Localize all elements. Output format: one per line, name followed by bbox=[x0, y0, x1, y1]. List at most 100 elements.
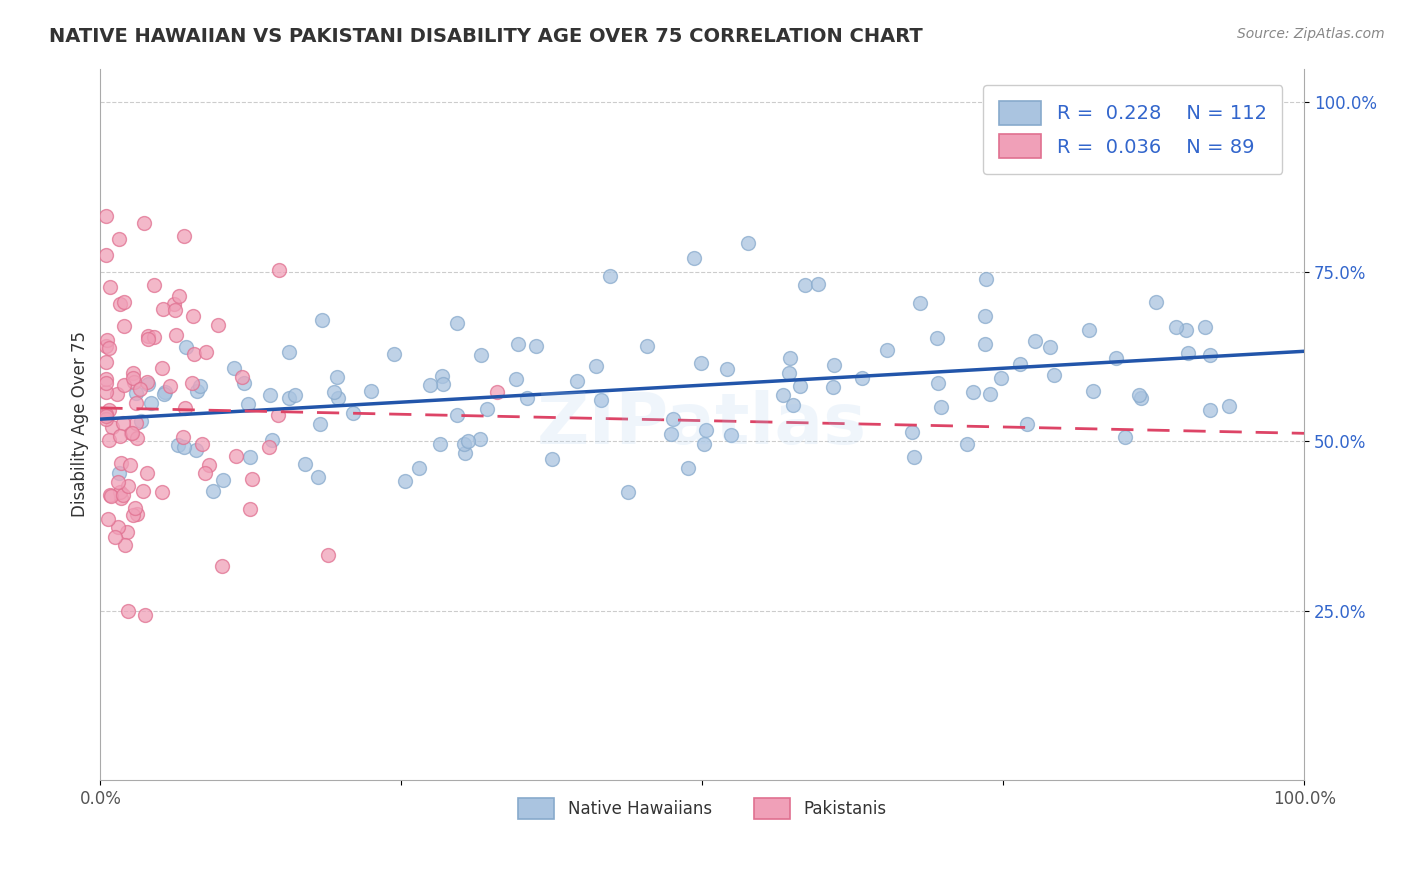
Point bbox=[326, 369, 349, 384]
Point bbox=[167, 289, 190, 303]
Point bbox=[690, 356, 713, 370]
Point bbox=[807, 277, 830, 291]
Point bbox=[152, 301, 174, 316]
Point bbox=[181, 376, 204, 391]
Point bbox=[193, 466, 215, 480]
Point bbox=[159, 379, 181, 393]
Point bbox=[107, 519, 129, 533]
Point bbox=[284, 388, 307, 402]
Point bbox=[1114, 430, 1136, 444]
Point bbox=[107, 475, 129, 489]
Point bbox=[124, 500, 146, 515]
Point bbox=[183, 347, 205, 361]
Point bbox=[239, 501, 262, 516]
Point bbox=[167, 437, 190, 451]
Point bbox=[1039, 341, 1062, 355]
Point bbox=[150, 485, 173, 500]
Point bbox=[446, 408, 468, 422]
Point bbox=[309, 417, 332, 432]
Point bbox=[96, 372, 118, 386]
Point bbox=[122, 371, 145, 385]
Point bbox=[107, 232, 129, 246]
Point bbox=[821, 380, 844, 394]
Point bbox=[96, 512, 118, 526]
Point bbox=[141, 396, 163, 410]
Point bbox=[259, 388, 281, 402]
Point bbox=[1024, 334, 1046, 348]
Point bbox=[96, 376, 118, 390]
Point bbox=[201, 484, 224, 499]
Point bbox=[98, 402, 121, 417]
Point bbox=[453, 437, 475, 451]
Point bbox=[122, 508, 145, 522]
Point bbox=[1130, 391, 1153, 405]
Point bbox=[117, 478, 139, 492]
Point bbox=[1017, 417, 1039, 431]
Point bbox=[188, 379, 211, 393]
Point bbox=[97, 341, 120, 355]
Point bbox=[150, 360, 173, 375]
Point bbox=[212, 473, 235, 487]
Point bbox=[903, 450, 925, 465]
Point bbox=[278, 391, 301, 405]
Point bbox=[136, 332, 159, 346]
Point bbox=[277, 345, 299, 359]
Point bbox=[636, 339, 658, 353]
Point bbox=[117, 604, 139, 618]
Point bbox=[163, 303, 186, 318]
Point bbox=[111, 416, 134, 430]
Point bbox=[1199, 348, 1222, 362]
Point bbox=[186, 384, 208, 399]
Point bbox=[173, 229, 195, 244]
Point bbox=[617, 485, 640, 500]
Point bbox=[457, 434, 479, 449]
Point bbox=[236, 397, 259, 411]
Point bbox=[524, 339, 547, 353]
Point bbox=[1198, 403, 1220, 417]
Point bbox=[173, 440, 195, 454]
Point bbox=[240, 472, 263, 486]
Point bbox=[506, 337, 529, 351]
Point bbox=[194, 345, 217, 359]
Point bbox=[152, 387, 174, 401]
Point bbox=[129, 414, 152, 428]
Point bbox=[104, 530, 127, 544]
Point bbox=[779, 351, 801, 365]
Point bbox=[1105, 351, 1128, 365]
Point bbox=[1010, 357, 1032, 371]
Point bbox=[134, 607, 156, 622]
Point bbox=[1078, 323, 1101, 337]
Point bbox=[98, 279, 121, 293]
Point bbox=[269, 262, 291, 277]
Point bbox=[122, 366, 145, 380]
Point bbox=[342, 406, 364, 420]
Point bbox=[695, 423, 717, 437]
Point bbox=[1144, 295, 1167, 310]
Point bbox=[307, 470, 329, 484]
Point bbox=[323, 384, 346, 399]
Point bbox=[720, 428, 742, 442]
Point bbox=[927, 376, 949, 391]
Point bbox=[782, 398, 804, 412]
Point bbox=[394, 474, 416, 488]
Point bbox=[224, 360, 246, 375]
Point bbox=[962, 384, 984, 399]
Point bbox=[1128, 388, 1150, 402]
Point bbox=[186, 443, 208, 458]
Point bbox=[173, 401, 195, 415]
Point bbox=[599, 268, 621, 283]
Point bbox=[430, 369, 453, 384]
Point bbox=[328, 392, 350, 406]
Point bbox=[172, 430, 194, 444]
Point bbox=[1043, 368, 1066, 382]
Point bbox=[793, 277, 815, 292]
Point bbox=[851, 371, 873, 385]
Point bbox=[96, 407, 118, 421]
Point bbox=[96, 384, 118, 399]
Point bbox=[118, 458, 141, 472]
Point bbox=[661, 412, 683, 426]
Point bbox=[115, 525, 138, 540]
Point bbox=[1175, 323, 1198, 337]
Point bbox=[231, 370, 253, 384]
Point bbox=[541, 451, 564, 466]
